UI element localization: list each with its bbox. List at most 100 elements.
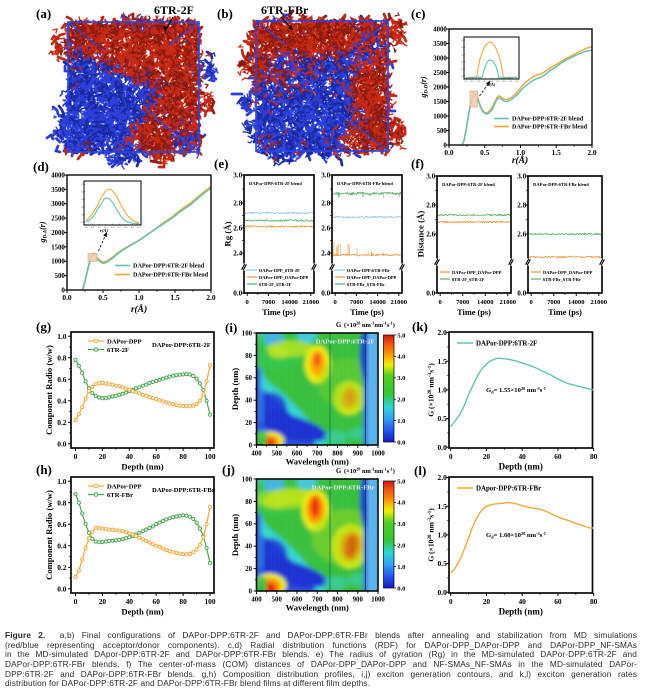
svg-text:0.3: 0.3 (496, 81, 500, 83)
svg-text:(g): (g) (36, 319, 51, 334)
svg-text:1000: 1000 (51, 259, 65, 266)
svg-text:20: 20 (99, 597, 107, 606)
svg-text:2.6: 2.6 (426, 231, 435, 239)
svg-text:0.3: 0.3 (138, 227, 142, 229)
svg-text:15: 15 (461, 47, 464, 49)
svg-text:80: 80 (179, 452, 187, 461)
svg-text:2.4: 2.4 (233, 250, 242, 258)
svg-text:40: 40 (245, 544, 252, 551)
svg-text:(j): (j) (222, 462, 235, 477)
svg-text:80: 80 (245, 353, 252, 360)
svg-text:0.4: 0.4 (57, 396, 67, 405)
svg-text:0.8: 0.8 (57, 353, 67, 362)
svg-text:1.5: 1.5 (438, 502, 448, 511)
svg-text:700: 700 (312, 597, 323, 604)
svg-text:0: 0 (439, 299, 443, 306)
svg-text:(d): (d) (33, 159, 49, 174)
svg-text:60: 60 (554, 597, 562, 606)
svg-text:1.0: 1.0 (397, 418, 406, 425)
svg-text:14000: 14000 (477, 299, 494, 306)
svg-text:100: 100 (242, 330, 253, 337)
svg-text:DApor-DPP:6TR-FBr: DApor-DPP:6TR-FBr (476, 486, 541, 493)
svg-text:r(Å): r(Å) (512, 154, 528, 166)
svg-text:DAPor-DPP:6TR-2F blend: DAPor-DPP:6TR-2F blend (442, 182, 495, 187)
svg-text:r(Å): r(Å) (100, 228, 108, 233)
svg-text:0.5: 0.5 (98, 293, 108, 302)
svg-text:0.3: 0.3 (477, 81, 481, 83)
svg-text:20: 20 (483, 452, 491, 461)
svg-text:DAPor-DPP_DAPor-DPP: DAPor-DPP_DAPor-DPP (347, 275, 397, 280)
svg-text:1.5: 1.5 (170, 293, 180, 302)
svg-text:DAPor-DPP:6TR-FBr blend: DAPor-DPP:6TR-FBr blend (337, 181, 393, 186)
svg-text:7000: 7000 (547, 299, 561, 306)
svg-text:15: 15 (461, 62, 464, 64)
svg-text:15: 15 (81, 214, 84, 216)
svg-text:0.3: 0.3 (503, 81, 507, 83)
svg-text:15: 15 (81, 222, 84, 224)
svg-text:Distance (Å): Distance (Å) (416, 211, 426, 258)
svg-text:21000: 21000 (591, 299, 608, 306)
svg-text:0.0: 0.0 (321, 290, 330, 298)
svg-text:0.0: 0.0 (444, 148, 454, 157)
svg-text:0.2: 0.2 (57, 418, 67, 427)
svg-text:DAPor-DPP:6TR-2F: DAPor-DPP:6TR-2F (316, 339, 375, 346)
svg-text:DAPor-DPP:6TR-FBr blend: DAPor-DPP:6TR-FBr blend (133, 272, 209, 279)
svg-text:Depth (nm): Depth (nm) (499, 607, 543, 617)
svg-text:DAPor-DPP:6TR-FBr: DAPor-DPP:6TR-FBr (312, 485, 375, 492)
svg-text:Time (ps): Time (ps) (548, 308, 582, 317)
svg-text:(f): (f) (411, 156, 424, 171)
svg-text:(c): (c) (411, 6, 425, 21)
svg-text:0: 0 (61, 287, 65, 294)
svg-text:0.8: 0.8 (57, 498, 67, 507)
svg-text:1500: 1500 (51, 244, 65, 251)
svg-text:2500: 2500 (433, 70, 447, 77)
svg-text:0: 0 (249, 588, 253, 595)
svg-text:Depth (nm): Depth (nm) (499, 462, 543, 472)
svg-text:Gd= 1.60×1028 nm-3s-1: Gd= 1.60×1028 nm-3s-1 (486, 531, 546, 540)
svg-text:DAPor-DPP:6TR-FBr blend: DAPor-DPP:6TR-FBr blend (533, 182, 589, 187)
svg-text:Depth (nm): Depth (nm) (230, 368, 240, 410)
svg-text:7000: 7000 (456, 299, 470, 306)
svg-text:1500: 1500 (433, 99, 447, 106)
svg-text:2.6: 2.6 (517, 231, 526, 239)
svg-text:Depth (nm): Depth (nm) (230, 514, 240, 556)
svg-text:0.3: 0.3 (104, 227, 108, 229)
svg-text:1.0: 1.0 (438, 386, 448, 395)
svg-text:DAPor-DPP_DAPor-DPP: DAPor-DPP_DAPor-DPP (259, 275, 309, 280)
svg-text:0: 0 (74, 597, 78, 606)
svg-text:0.3: 0.3 (91, 227, 95, 229)
svg-text:0: 0 (334, 299, 338, 306)
svg-text:0.0: 0.0 (426, 290, 435, 298)
svg-text:1000: 1000 (433, 113, 447, 120)
svg-text:6TR-FBr_6TR-FBr: 6TR-FBr_6TR-FBr (543, 277, 581, 282)
svg-text:80: 80 (179, 597, 187, 606)
svg-text:2.8: 2.8 (426, 202, 435, 210)
svg-text:15: 15 (461, 40, 464, 42)
svg-text:2.8: 2.8 (233, 200, 242, 208)
svg-text:DAPor-DPP:6TR-2F blend: DAPor-DPP:6TR-2F blend (512, 116, 584, 123)
svg-text:400: 400 (251, 451, 262, 458)
svg-text:0.4: 0.4 (57, 541, 67, 550)
svg-text:DAPor-DPP:6TR-FBr: DAPor-DPP:6TR-FBr (347, 268, 390, 273)
svg-text:3.0: 3.0 (233, 172, 242, 180)
svg-text:Time (ps): Time (ps) (457, 308, 491, 317)
svg-text:21000: 21000 (500, 299, 517, 306)
svg-text:1.0: 1.0 (57, 477, 67, 486)
svg-text:3.0: 3.0 (517, 173, 526, 181)
svg-text:900: 900 (353, 597, 364, 604)
svg-text:4.0: 4.0 (397, 354, 406, 361)
svg-text:0: 0 (530, 299, 534, 306)
svg-text:3500: 3500 (433, 41, 447, 48)
svg-text:(i): (i) (225, 320, 237, 335)
svg-text:600: 600 (292, 597, 303, 604)
svg-text:80: 80 (245, 499, 252, 506)
svg-text:DAPor-DPP_DAPor-DPP: DAPor-DPP_DAPor-DPP (452, 270, 502, 275)
svg-text:7000: 7000 (262, 299, 276, 306)
svg-text:0.5: 0.5 (438, 559, 448, 568)
svg-text:60: 60 (153, 597, 161, 606)
svg-text:2.0: 2.0 (206, 293, 216, 302)
svg-text:20: 20 (245, 420, 252, 427)
svg-text:DAPor-DPP:6TR-2F: DAPor-DPP:6TR-2F (152, 342, 211, 349)
svg-text:DAPor-DPP:6TR-2F blend: DAPor-DPP:6TR-2F blend (133, 263, 205, 270)
svg-text:1.5: 1.5 (552, 148, 562, 157)
